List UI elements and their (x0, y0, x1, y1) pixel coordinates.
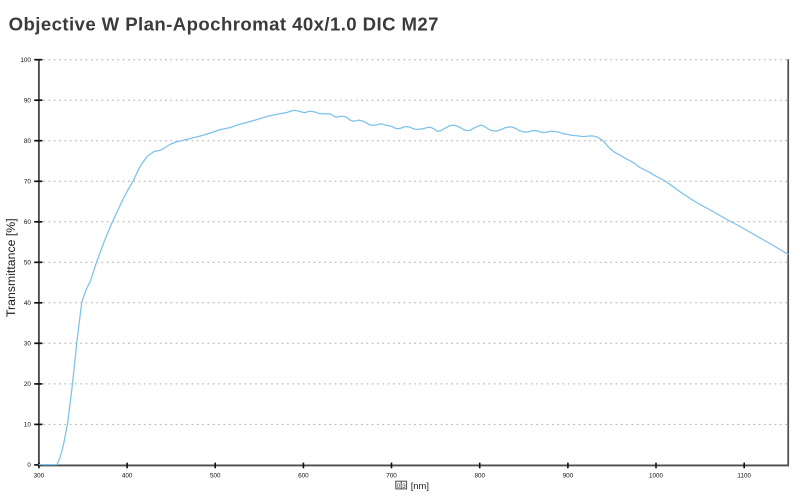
svg-text:800: 800 (474, 473, 485, 480)
svg-text:60: 60 (24, 219, 32, 226)
svg-text:30: 30 (24, 341, 32, 348)
svg-text:70: 70 (24, 179, 32, 186)
svg-text:50: 50 (24, 260, 32, 267)
svg-text:600: 600 (298, 473, 309, 480)
svg-text:Objective W Plan-Apochromat 40: Objective W Plan-Apochromat 40x/1.0 DIC … (9, 13, 439, 34)
svg-text:300: 300 (34, 473, 45, 480)
svg-text:700: 700 (386, 473, 397, 480)
svg-text:0: 0 (27, 462, 31, 469)
svg-text:Transmittance [%]: Transmittance [%] (4, 218, 18, 317)
svg-text:20: 20 (24, 381, 32, 388)
svg-text:1000: 1000 (649, 473, 664, 480)
svg-text:400: 400 (122, 473, 133, 480)
svg-text:900: 900 (563, 473, 574, 480)
svg-text:90: 90 (24, 97, 32, 104)
svg-text:40: 40 (24, 300, 32, 307)
svg-text:80: 80 (24, 138, 32, 145)
svg-text:1100: 1100 (737, 473, 751, 480)
svg-text:100: 100 (20, 57, 31, 64)
svg-text:[nm]: [nm] (411, 480, 429, 491)
svg-text:10: 10 (24, 422, 32, 429)
svg-text:03: 03 (397, 483, 408, 490)
svg-text:500: 500 (210, 473, 221, 480)
